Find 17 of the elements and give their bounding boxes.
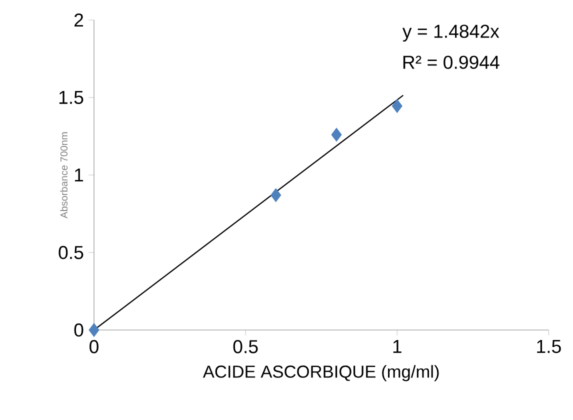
annotation: y = 1.4842x [402, 24, 500, 42]
x-tick-label: 1 [393, 340, 402, 353]
y-tick-label: 1.5 [59, 90, 84, 104]
y-tick-label: 2 [74, 13, 84, 27]
x-tick-label: 0.5 [233, 340, 258, 354]
point [88, 323, 100, 337]
annotation: R² = 0.9944 [403, 56, 500, 69]
point [331, 128, 342, 142]
x-tick-label: 0 [90, 340, 98, 354]
y-tick-label: 0 [74, 323, 84, 337]
y-tick-label: 1 [75, 168, 84, 182]
y-axis-title: Absorbance 700nm [60, 132, 68, 218]
x-tick-label: 1.5 [537, 340, 561, 354]
x-axis-title: ACIDE ASCORBIQUE (mg/ml) [202, 365, 439, 382]
point [270, 188, 282, 202]
point [392, 99, 402, 113]
y-tick-label: 0.5 [58, 246, 84, 260]
